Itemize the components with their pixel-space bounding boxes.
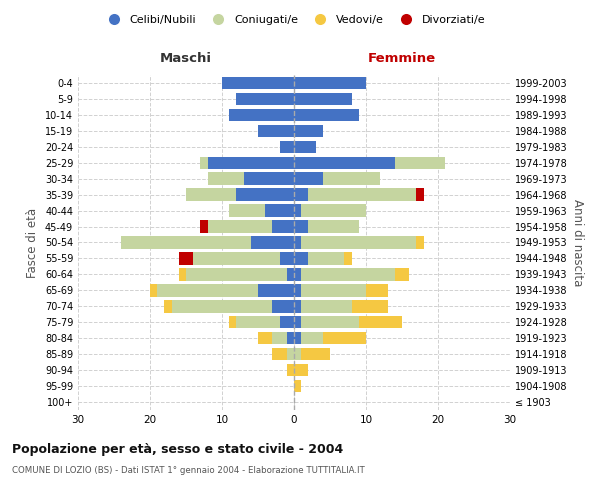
Bar — [294, 188, 308, 201]
Bar — [179, 252, 193, 264]
Bar — [222, 77, 294, 89]
Text: Femmine: Femmine — [368, 52, 436, 66]
Bar — [200, 220, 208, 233]
Bar — [294, 172, 323, 185]
Bar — [208, 172, 244, 185]
Bar — [150, 284, 157, 296]
Bar — [416, 236, 424, 248]
Bar — [294, 252, 308, 264]
Bar — [294, 124, 323, 137]
Bar — [294, 364, 308, 376]
Bar — [280, 140, 294, 153]
Bar — [294, 156, 395, 169]
Bar — [272, 348, 287, 360]
Bar — [395, 156, 445, 169]
Bar — [272, 220, 294, 233]
Text: Maschi: Maschi — [160, 52, 212, 66]
Y-axis label: Fasce di età: Fasce di età — [26, 208, 39, 278]
Bar — [121, 236, 251, 248]
Bar — [287, 348, 294, 360]
Bar — [179, 268, 186, 280]
Bar — [164, 300, 172, 312]
Bar — [294, 316, 301, 328]
Bar — [352, 300, 388, 312]
Bar — [308, 252, 344, 264]
Bar — [294, 348, 301, 360]
Bar — [395, 268, 409, 280]
Bar — [229, 108, 294, 121]
Bar — [280, 316, 294, 328]
Bar — [208, 220, 272, 233]
Bar — [244, 172, 294, 185]
Bar — [301, 284, 366, 296]
Bar — [294, 380, 301, 392]
Bar — [294, 300, 301, 312]
Text: Popolazione per età, sesso e stato civile - 2004: Popolazione per età, sesso e stato civil… — [12, 442, 343, 456]
Bar — [416, 188, 424, 201]
Bar — [366, 284, 388, 296]
Bar — [294, 236, 301, 248]
Bar — [287, 268, 294, 280]
Bar — [308, 220, 359, 233]
Bar — [323, 172, 380, 185]
Y-axis label: Anni di nascita: Anni di nascita — [571, 199, 584, 286]
Bar — [258, 284, 294, 296]
Text: COMUNE DI LOZIO (BS) - Dati ISTAT 1° gennaio 2004 - Elaborazione TUTTITALIA.IT: COMUNE DI LOZIO (BS) - Dati ISTAT 1° gen… — [12, 466, 365, 475]
Bar — [280, 252, 294, 264]
Bar — [359, 316, 402, 328]
Bar — [294, 140, 316, 153]
Bar — [301, 268, 395, 280]
Bar — [294, 220, 308, 233]
Bar — [287, 364, 294, 376]
Bar — [265, 204, 294, 217]
Bar — [294, 77, 366, 89]
Bar — [301, 332, 323, 344]
Bar — [157, 284, 258, 296]
Bar — [258, 332, 272, 344]
Bar — [294, 332, 301, 344]
Bar — [301, 300, 352, 312]
Legend: Celibi/Nubili, Coniugati/e, Vedovi/e, Divorziati/e: Celibi/Nubili, Coniugati/e, Vedovi/e, Di… — [98, 10, 490, 29]
Bar — [308, 188, 416, 201]
Bar — [229, 316, 236, 328]
Bar — [294, 204, 301, 217]
Bar — [272, 332, 287, 344]
Bar — [236, 188, 294, 201]
Bar — [236, 92, 294, 105]
Bar — [294, 92, 352, 105]
Bar — [301, 316, 359, 328]
Bar — [236, 316, 280, 328]
Bar — [287, 332, 294, 344]
Bar — [323, 332, 366, 344]
Bar — [258, 124, 294, 137]
Bar — [344, 252, 352, 264]
Bar — [294, 108, 359, 121]
Bar — [186, 188, 236, 201]
Bar — [301, 204, 366, 217]
Bar — [251, 236, 294, 248]
Bar — [193, 252, 280, 264]
Bar — [301, 236, 416, 248]
Bar — [301, 348, 330, 360]
Bar — [294, 284, 301, 296]
Bar — [200, 156, 208, 169]
Bar — [208, 156, 294, 169]
Bar — [186, 268, 287, 280]
Bar — [294, 268, 301, 280]
Bar — [172, 300, 272, 312]
Bar — [272, 300, 294, 312]
Bar — [229, 204, 265, 217]
